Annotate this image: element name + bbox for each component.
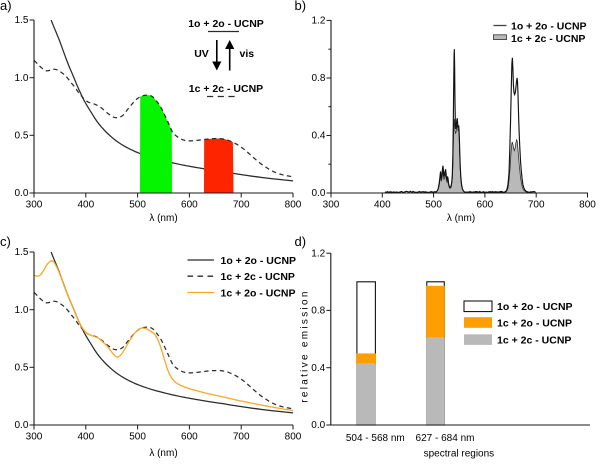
- svg-text:λ (nm): λ (nm): [447, 213, 475, 224]
- svg-text:0.5: 0.5: [14, 131, 28, 142]
- svg-text:a): a): [0, 0, 12, 13]
- svg-text:700: 700: [233, 200, 250, 211]
- svg-text:b): b): [295, 0, 307, 13]
- svg-text:500: 500: [425, 200, 442, 211]
- svg-text:0.4: 0.4: [311, 363, 325, 374]
- svg-text:0.8: 0.8: [311, 73, 325, 84]
- svg-text:700: 700: [233, 432, 250, 443]
- svg-text:627 - 684 nm: 627 - 684 nm: [416, 433, 475, 444]
- svg-text:0.8: 0.8: [311, 306, 325, 317]
- svg-text:1c + 2c - UCNP: 1c + 2c - UCNP: [511, 33, 585, 45]
- svg-text:1c + 2c - UCNP: 1c + 2c - UCNP: [221, 271, 295, 283]
- svg-text:600: 600: [181, 200, 198, 211]
- svg-text:1.2: 1.2: [311, 248, 325, 259]
- svg-text:λ (nm): λ (nm): [149, 213, 177, 224]
- svg-text:400: 400: [77, 432, 94, 443]
- svg-text:λ (nm): λ (nm): [149, 448, 177, 459]
- svg-text:300: 300: [323, 200, 340, 211]
- svg-text:0.0: 0.0: [14, 420, 28, 431]
- svg-text:d): d): [295, 234, 307, 249]
- svg-text:1o + 2o - UCNP: 1o + 2o - UCNP: [511, 21, 587, 33]
- svg-text:600: 600: [181, 432, 198, 443]
- svg-text:400: 400: [77, 200, 94, 211]
- svg-text:800: 800: [285, 200, 302, 211]
- svg-text:1.0: 1.0: [14, 305, 28, 316]
- svg-text:vis: vis: [240, 48, 255, 60]
- svg-text:0.0: 0.0: [14, 188, 28, 199]
- svg-text:1c + 2o - UCNP: 1c + 2o - UCNP: [497, 317, 572, 329]
- svg-text:1o + 2o - UCNP: 1o + 2o - UCNP: [497, 301, 573, 313]
- svg-text:0.4: 0.4: [311, 131, 325, 142]
- svg-text:0.0: 0.0: [311, 188, 325, 199]
- svg-text:504 - 568 nm: 504 - 568 nm: [346, 433, 405, 444]
- svg-text:1c + 2c - UCNP: 1c + 2c - UCNP: [189, 83, 263, 95]
- svg-text:spectral regions: spectral regions: [424, 449, 495, 460]
- svg-text:0.5: 0.5: [14, 363, 28, 374]
- svg-text:400: 400: [374, 200, 391, 211]
- svg-text:600: 600: [477, 200, 494, 211]
- svg-text:500: 500: [129, 432, 146, 443]
- svg-text:300: 300: [26, 432, 43, 443]
- svg-text:1c + 2c - UCNP: 1c + 2c - UCNP: [497, 334, 571, 346]
- svg-text:1.0: 1.0: [14, 73, 28, 84]
- svg-text:c): c): [0, 234, 11, 249]
- svg-text:1o + 2o - UCNP: 1o + 2o - UCNP: [188, 18, 264, 30]
- svg-text:1.5: 1.5: [14, 15, 28, 26]
- svg-text:700: 700: [528, 200, 545, 211]
- svg-text:0.0: 0.0: [311, 420, 325, 431]
- svg-text:800: 800: [285, 432, 302, 443]
- svg-text:1c + 2o - UCNP: 1c + 2o - UCNP: [221, 287, 296, 299]
- svg-text:800: 800: [579, 200, 596, 211]
- svg-text:1o + 2o - UCNP: 1o + 2o - UCNP: [221, 255, 297, 267]
- svg-text:1.5: 1.5: [14, 247, 28, 258]
- svg-text:UV: UV: [194, 48, 209, 60]
- svg-text:300: 300: [26, 200, 43, 211]
- svg-text:500: 500: [129, 200, 146, 211]
- svg-text:1.2: 1.2: [311, 16, 325, 27]
- svg-text:relative emission: relative emission: [300, 289, 311, 403]
